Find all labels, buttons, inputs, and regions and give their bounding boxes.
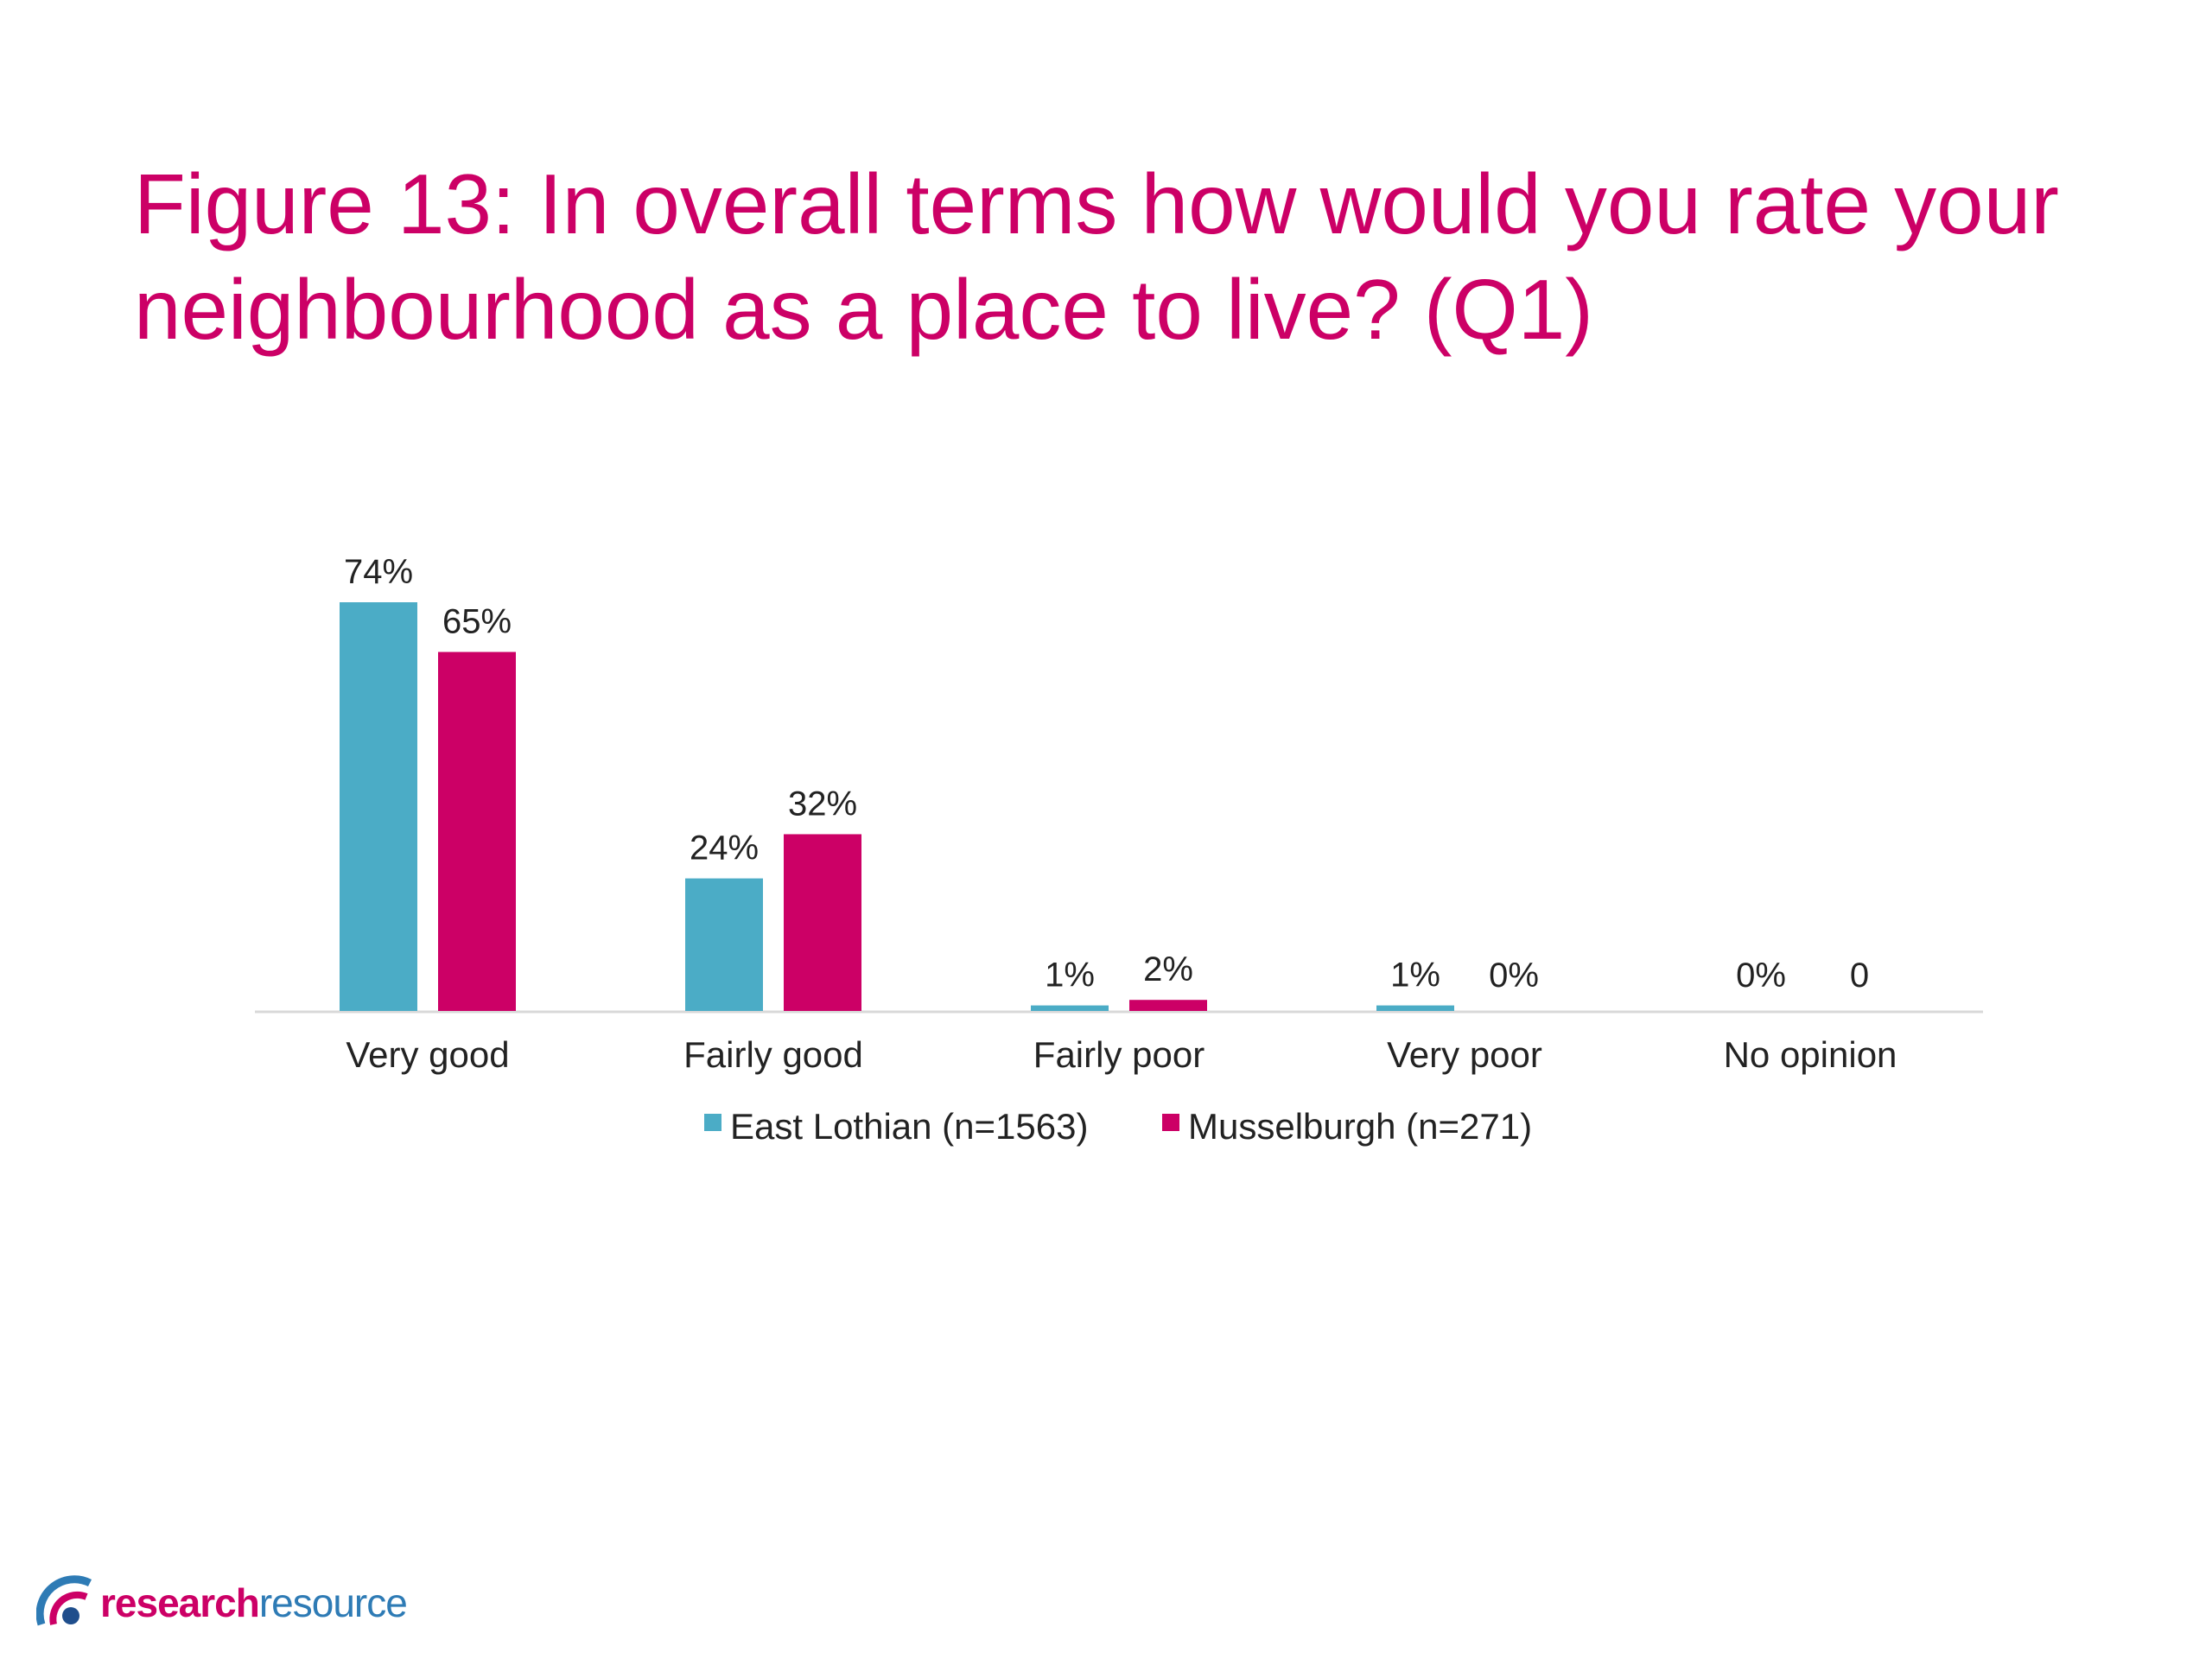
bar-1-0	[340, 602, 417, 1011]
data-label-2-4: 0	[1850, 957, 1869, 995]
data-label-2-2: 2%	[1143, 950, 1193, 988]
data-label-1-0: 74%	[344, 553, 413, 591]
bar-1-1	[685, 878, 763, 1011]
research-resource-logo: researchresource	[36, 1573, 434, 1633]
category-label-3: Very poor	[1387, 1034, 1542, 1075]
legend-swatch-1	[704, 1114, 721, 1131]
bar-2-2	[1129, 1000, 1207, 1011]
data-label-2-1: 32%	[788, 785, 857, 823]
bar-1-3	[1376, 1005, 1454, 1011]
data-label-1-1: 24%	[690, 830, 759, 868]
data-label-1-2: 1%	[1045, 957, 1095, 995]
logo-wordmark: researchresource	[100, 1580, 408, 1626]
arc-logo-icon	[36, 1575, 92, 1626]
data-label-1-3: 1%	[1390, 957, 1440, 995]
data-label-2-3: 0%	[1489, 957, 1539, 995]
legend-swatch-2	[1162, 1114, 1179, 1131]
category-label-1: Fairly good	[683, 1034, 863, 1075]
category-label-0: Very good	[346, 1034, 509, 1075]
data-label-1-4: 0%	[1736, 957, 1786, 995]
chart-title: Figure 13: In overall terms how would yo…	[134, 156, 2059, 357]
data-label-2-0: 65%	[442, 603, 512, 641]
bar-2-1	[784, 834, 861, 1011]
logo-word-research: research	[100, 1580, 260, 1625]
bar-1-2	[1031, 1005, 1109, 1011]
category-label-4: No opinion	[1724, 1034, 1897, 1075]
category-label-2: Fairly poor	[1033, 1034, 1205, 1075]
bar-2-0	[438, 652, 516, 1011]
logo-word-resource: resource	[258, 1580, 408, 1625]
legend-label-1: East Lothian (n=1563)	[730, 1106, 1088, 1147]
legend-label-2: Musselburgh (n=271)	[1188, 1106, 1532, 1147]
